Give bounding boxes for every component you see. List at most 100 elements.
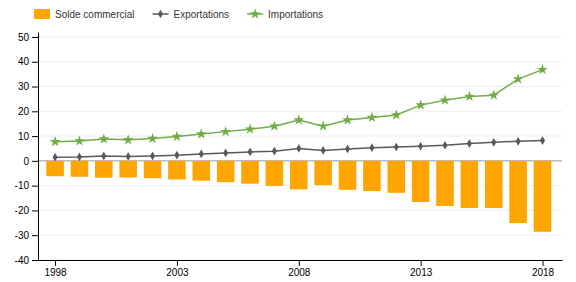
bar — [168, 161, 186, 180]
marker — [50, 136, 61, 146]
marker — [394, 143, 399, 152]
grid-line — [38, 235, 562, 236]
legend-label: Importations — [268, 9, 323, 20]
marker — [220, 126, 231, 136]
grid-line — [38, 61, 562, 62]
grid — [38, 37, 562, 260]
bar-series — [46, 161, 551, 232]
grid-line — [38, 111, 562, 112]
tick: 2013 — [410, 260, 433, 278]
tick: -20 — [15, 205, 38, 216]
marker — [415, 99, 426, 109]
marker — [345, 145, 350, 154]
marker — [318, 121, 329, 131]
legend-label: Exportations — [173, 9, 229, 20]
bar — [461, 161, 479, 208]
marker — [513, 73, 524, 83]
grid-line — [38, 36, 562, 37]
tick-label: 50 — [18, 32, 30, 43]
tick-mark — [55, 260, 56, 266]
marker — [516, 137, 521, 146]
marker — [269, 121, 280, 131]
tick-label: -10 — [15, 180, 30, 191]
axis-line — [38, 33, 39, 261]
marker — [150, 152, 155, 161]
tick: -10 — [15, 180, 38, 191]
tick-mark — [299, 260, 300, 266]
tick: -40 — [15, 255, 38, 266]
legend-item: Importations — [247, 8, 323, 19]
marker — [367, 112, 378, 122]
tick-mark — [543, 260, 544, 266]
marker — [464, 91, 475, 101]
marker — [418, 142, 423, 151]
marker — [74, 135, 85, 145]
marker — [196, 128, 207, 138]
x-axis: 1998 2003 2008 2013 2018 — [39, 260, 563, 278]
tick: 20 — [18, 106, 38, 117]
legend: Solde commercial Exportations Importations — [34, 8, 323, 19]
marker — [172, 131, 183, 141]
tick: -30 — [15, 230, 38, 241]
marker — [77, 153, 82, 162]
marker — [488, 90, 499, 100]
tick: 10 — [18, 131, 38, 142]
tick-label: 2008 — [288, 267, 311, 278]
line — [55, 70, 542, 142]
tick-mark — [32, 210, 38, 211]
marker — [537, 64, 548, 74]
tick-label: 1998 — [44, 267, 67, 278]
bar — [241, 161, 259, 184]
tick-mark — [32, 37, 38, 38]
bar — [266, 161, 284, 186]
tick: 2018 — [532, 260, 555, 278]
bar — [290, 161, 308, 190]
legend-item: Exportations — [152, 9, 229, 20]
grid-line — [38, 136, 562, 137]
bar — [71, 161, 89, 177]
tick-label: -40 — [15, 255, 30, 266]
tick-label: -20 — [15, 205, 30, 216]
marker — [369, 143, 374, 152]
tick: 50 — [18, 32, 38, 43]
marker — [245, 123, 256, 133]
tick: 1998 — [44, 260, 67, 278]
tick: 40 — [18, 56, 38, 67]
marker — [123, 134, 134, 144]
tick-mark — [32, 87, 38, 88]
bar — [339, 161, 357, 190]
tick: 30 — [18, 81, 38, 92]
tick-mark — [32, 161, 38, 162]
tick-label: 30 — [18, 81, 30, 92]
marker — [391, 109, 402, 119]
tick-label: 2018 — [532, 267, 555, 278]
tick-label: -30 — [15, 230, 30, 241]
tick-label: 2013 — [410, 267, 433, 278]
tick: 2008 — [288, 260, 311, 278]
tick: 2003 — [166, 260, 189, 278]
marker — [540, 136, 545, 145]
marker — [147, 133, 158, 143]
tick-label: 10 — [18, 131, 30, 142]
bar — [144, 161, 162, 178]
tick-mark — [177, 260, 178, 266]
marker — [248, 148, 253, 157]
bar — [314, 161, 332, 185]
chart: -40 -30 -20 -10 0 10 20 30 40 50 1998 2003 2008 2013 2… — [0, 0, 576, 282]
grid-line — [38, 210, 562, 211]
marker — [440, 94, 451, 104]
legend-label: Solde commercial — [55, 9, 134, 20]
bar — [46, 161, 64, 176]
bar — [95, 161, 113, 178]
marker — [293, 114, 304, 124]
marker — [98, 133, 109, 143]
bar — [217, 161, 235, 182]
tick-mark — [32, 136, 38, 137]
tick: 0 — [23, 156, 38, 167]
tick-mark — [32, 111, 38, 112]
tick-mark — [32, 186, 38, 187]
bar — [534, 161, 552, 232]
axis-line — [39, 260, 563, 261]
grid-line — [38, 260, 562, 261]
tick-mark — [421, 260, 422, 266]
